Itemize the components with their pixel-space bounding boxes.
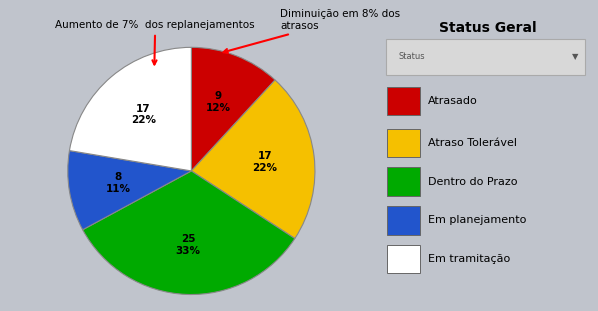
FancyBboxPatch shape [387, 87, 420, 115]
Text: Atraso Tolerável: Atraso Tolerável [428, 138, 517, 148]
Text: 8
11%: 8 11% [106, 172, 131, 194]
Text: Dentro do Prazo: Dentro do Prazo [428, 177, 517, 187]
Wedge shape [83, 171, 295, 295]
Text: Atrasado: Atrasado [428, 96, 477, 106]
Text: 17
22%: 17 22% [252, 151, 277, 173]
Text: Em planejamento: Em planejamento [428, 216, 526, 225]
Wedge shape [68, 151, 191, 230]
FancyBboxPatch shape [386, 39, 585, 75]
FancyBboxPatch shape [387, 206, 420, 234]
Text: Em tramitação: Em tramitação [428, 254, 510, 264]
FancyBboxPatch shape [387, 245, 420, 273]
Text: Status: Status [399, 53, 426, 62]
Text: 9
12%: 9 12% [206, 91, 231, 113]
Wedge shape [191, 80, 315, 239]
Text: Status Geral: Status Geral [438, 21, 536, 35]
FancyBboxPatch shape [387, 129, 420, 157]
Text: Diminuição em 8% dos
atrasos: Diminuição em 8% dos atrasos [224, 9, 401, 53]
FancyBboxPatch shape [387, 167, 420, 196]
Wedge shape [69, 47, 191, 171]
Text: 25
33%: 25 33% [176, 234, 201, 256]
Text: 17
22%: 17 22% [131, 104, 156, 125]
Text: Aumento de 7%  dos replanejamentos: Aumento de 7% dos replanejamentos [56, 20, 255, 64]
Wedge shape [191, 47, 275, 171]
Text: ▼: ▼ [572, 53, 578, 62]
